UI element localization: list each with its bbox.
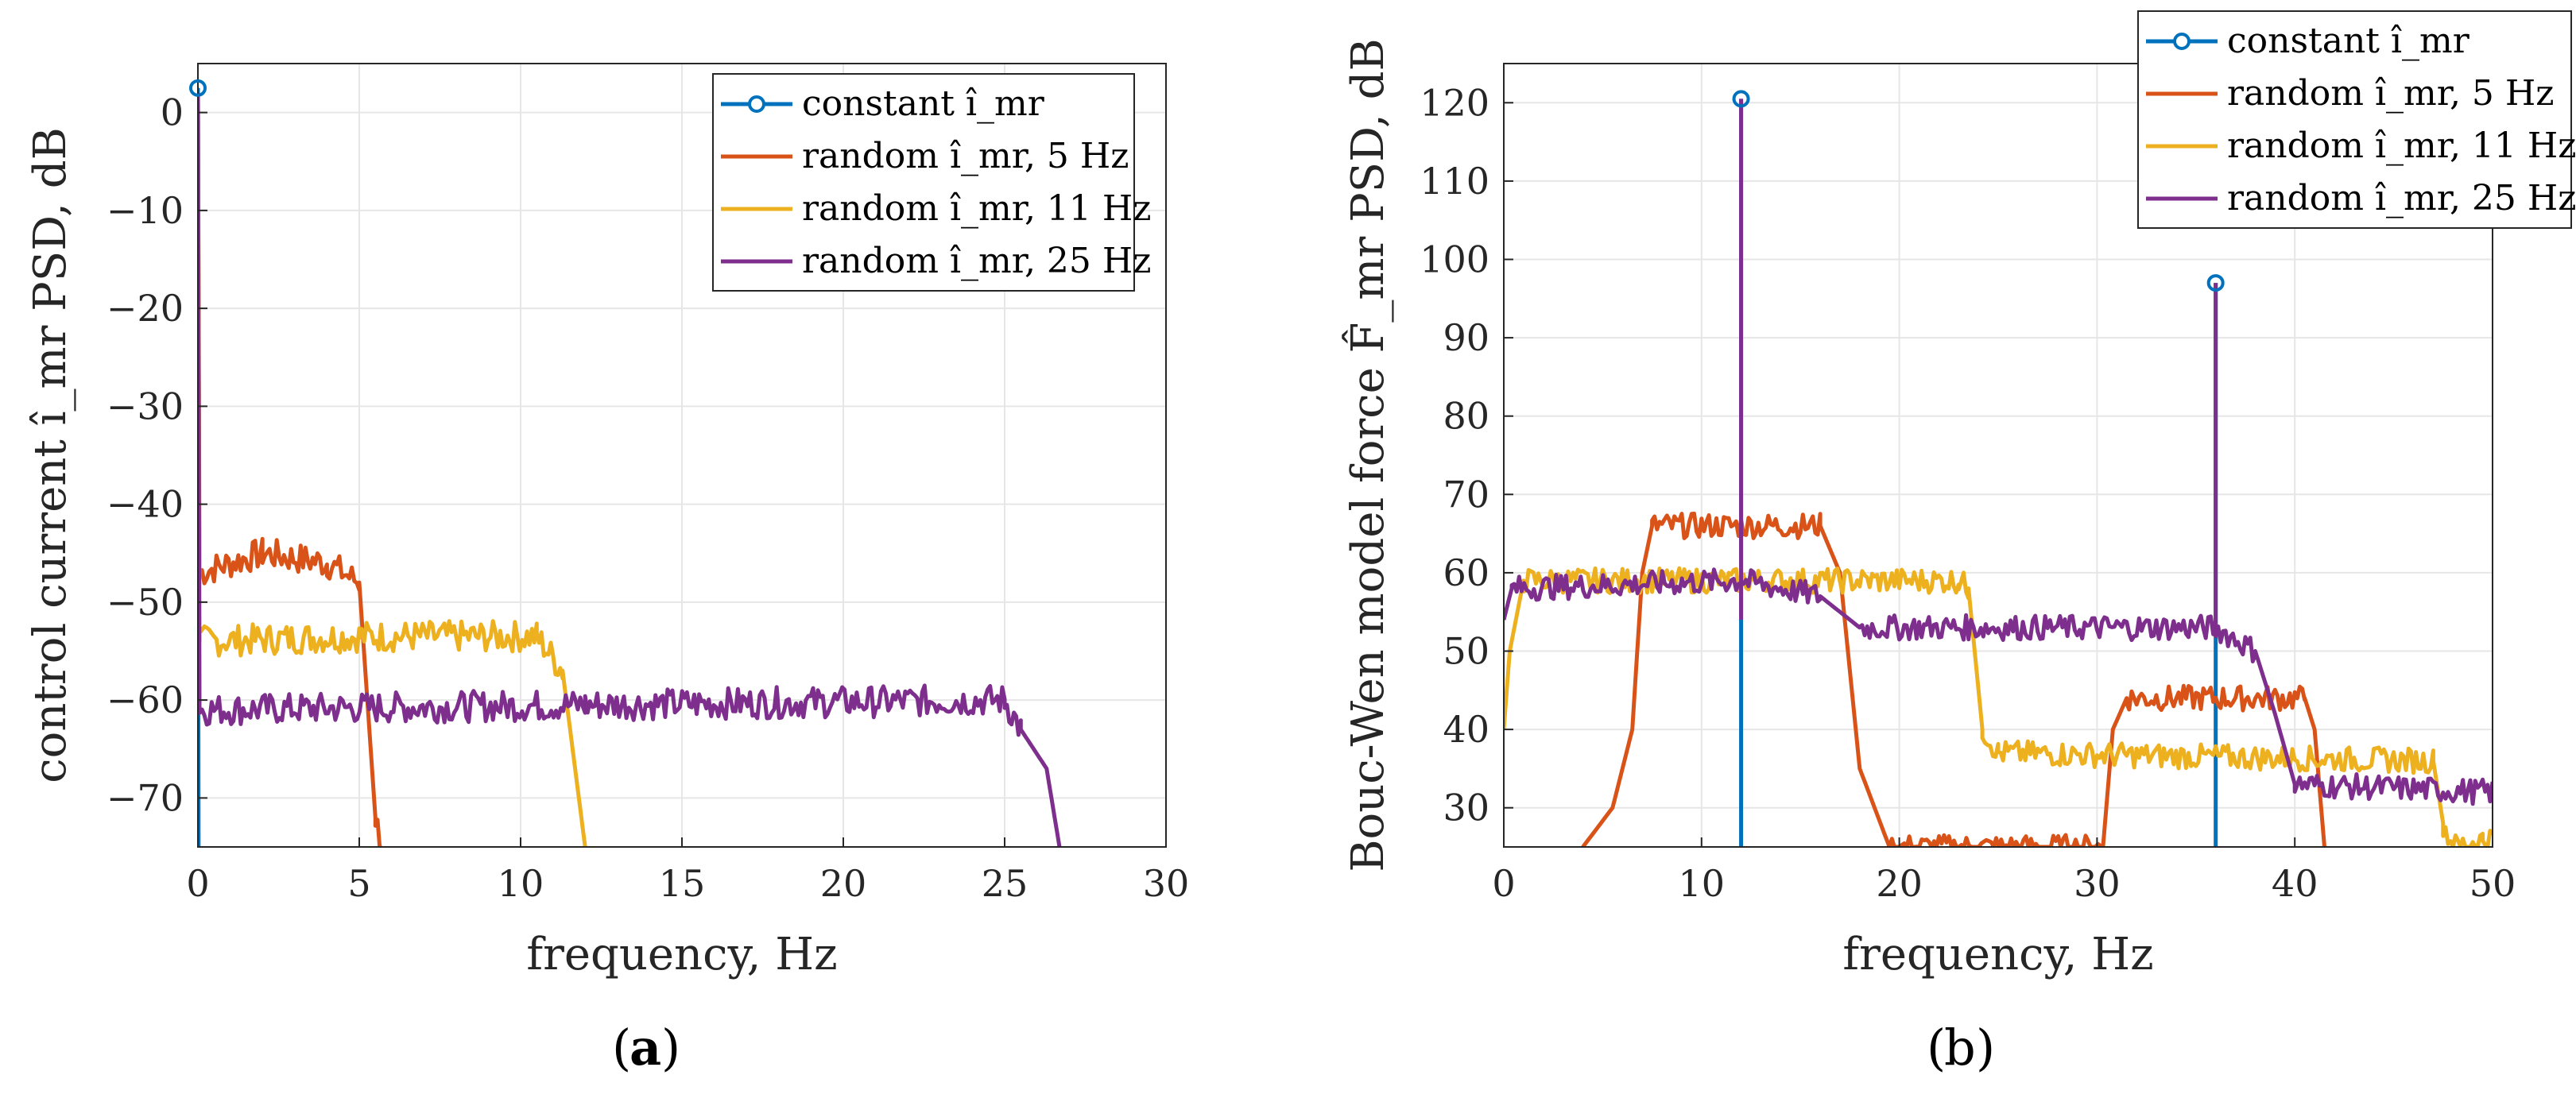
x-tick-label: 20 bbox=[1876, 862, 1923, 905]
x-axis-label-a: frequency, Hz bbox=[526, 929, 837, 980]
legend-box bbox=[2137, 10, 2572, 229]
y-tick-label: −50 bbox=[107, 581, 184, 624]
markers bbox=[189, 79, 207, 97]
y-tick-label: 40 bbox=[1443, 708, 1489, 751]
y-tick-label: −60 bbox=[107, 679, 184, 721]
legend-label: random î_mr, 25 Hz bbox=[802, 241, 1151, 281]
y-axis-label-b: Bouc-Wen model force F̂_mr PSD, dB bbox=[1341, 38, 1394, 872]
x-tick-label: 20 bbox=[820, 862, 867, 905]
peak-marker bbox=[189, 79, 207, 97]
peak-marker bbox=[2206, 274, 2225, 292]
x-tick-label: 25 bbox=[982, 862, 1028, 905]
legend-label: random î_mr, 5 Hz bbox=[802, 136, 1129, 176]
x-tick-label: 0 bbox=[186, 862, 209, 905]
series-line bbox=[198, 92, 1062, 847]
y-tick-label: 50 bbox=[1443, 630, 1489, 673]
x-tick-label: 0 bbox=[1492, 862, 1515, 905]
panel-label-a: ( a ) bbox=[612, 1019, 680, 1077]
y-tick-label: 70 bbox=[1443, 473, 1489, 516]
y-tick-label: −40 bbox=[107, 483, 184, 526]
legend-label: random î_mr, 11 Hz bbox=[802, 188, 1151, 229]
panel-label-a-close: ) bbox=[661, 1019, 680, 1077]
legend-label: random î_mr, 5 Hz bbox=[2227, 73, 2554, 114]
series-line bbox=[198, 92, 587, 847]
y-tick-label: −30 bbox=[107, 385, 184, 427]
legend-box bbox=[712, 73, 1135, 292]
y-tick-label: 0 bbox=[161, 91, 184, 134]
legend-label: random î_mr, 25 Hz bbox=[2227, 178, 2576, 218]
y-tick-label: 60 bbox=[1443, 551, 1489, 594]
y-tick-label: −10 bbox=[107, 189, 184, 232]
panel-label-b-open: ( bbox=[1927, 1019, 1946, 1077]
chart-panel-b: 0 10 20 30 40 50 30 40 50 60 70 80 90 100 110 120 frequ… bbox=[1341, 10, 2576, 1077]
y-tick-label: −70 bbox=[107, 776, 184, 819]
x-tick-label: 50 bbox=[2469, 862, 2516, 905]
y-tick-label: 110 bbox=[1420, 160, 1489, 203]
x-tick-label: 10 bbox=[498, 862, 544, 905]
chart-panel-a: 0 5 10 15 20 25 30 0 −10 −20 −30 −40 −50 −60 −70 frequ… bbox=[25, 63, 1189, 1077]
x-tick-label: 40 bbox=[2272, 862, 2318, 905]
legend-marker bbox=[2173, 33, 2191, 50]
legend-marker bbox=[748, 95, 765, 113]
legend-label: constant î_mr bbox=[2227, 21, 2470, 61]
markers bbox=[1732, 90, 2225, 292]
ticks-b: 0 10 20 30 40 50 30 40 50 60 70 80 90 100 110 120 bbox=[1420, 81, 2516, 905]
plot-frame-b bbox=[1503, 63, 2493, 848]
y-tick-label: 30 bbox=[1443, 787, 1489, 829]
y-tick-label: −20 bbox=[107, 287, 184, 330]
panel-label-b-letter: b bbox=[1944, 1019, 1976, 1077]
y-axis-label-a: control current î_mr PSD, dB bbox=[25, 127, 76, 783]
ticks-a: 0 5 10 15 20 25 30 0 −10 −20 −30 −40 −50 −60 −70 bbox=[107, 91, 1189, 905]
x-tick-label: 30 bbox=[1143, 862, 1190, 905]
panel-label-a-open: ( bbox=[612, 1019, 631, 1077]
series-line bbox=[1581, 512, 2326, 847]
peak-marker bbox=[1732, 90, 1750, 108]
x-tick-label: 10 bbox=[1679, 862, 1726, 905]
series-group-b bbox=[1504, 99, 2493, 847]
series-line bbox=[1504, 566, 2493, 847]
legend-label: constant î_mr bbox=[802, 83, 1045, 124]
panel-label-a-letter: a bbox=[629, 1019, 661, 1077]
x-tick-label: 5 bbox=[347, 862, 370, 905]
y-tick-label: 80 bbox=[1443, 395, 1489, 438]
series-line bbox=[198, 92, 382, 847]
x-tick-label: 30 bbox=[2074, 862, 2121, 905]
y-tick-label: 120 bbox=[1420, 81, 1489, 124]
x-tick-label: 15 bbox=[659, 862, 706, 905]
y-tick-label: 90 bbox=[1443, 316, 1489, 359]
x-axis-label-b: frequency, Hz bbox=[1842, 929, 2153, 980]
legend-label: random î_mr, 11 Hz bbox=[2227, 126, 2576, 166]
series-line bbox=[1504, 567, 2493, 806]
y-tick-label: 100 bbox=[1420, 238, 1489, 281]
panel-label-b-close: ) bbox=[1976, 1019, 1995, 1077]
panel-label-b: ( b ) bbox=[1927, 1019, 1995, 1077]
